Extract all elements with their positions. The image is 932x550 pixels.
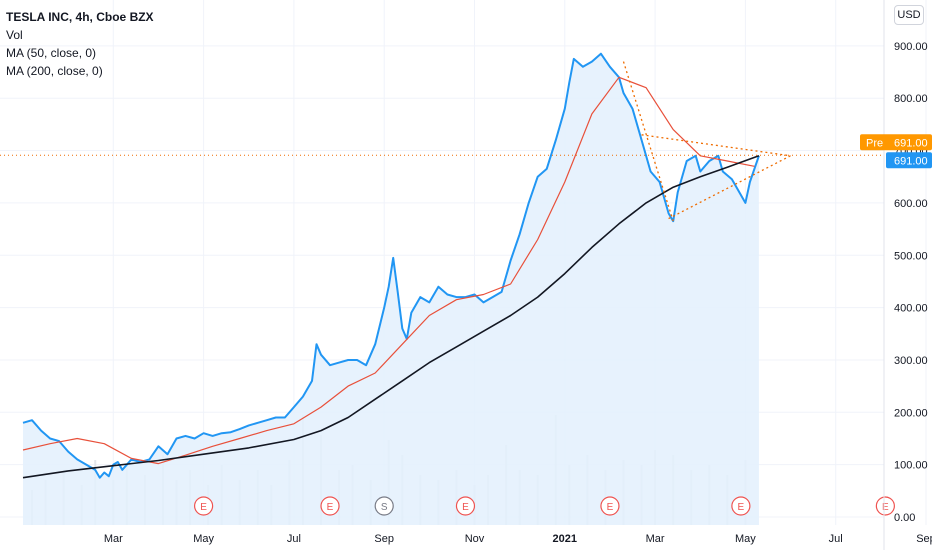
- series-ma50: [22, 76, 755, 465]
- series-ma200: [22, 155, 760, 479]
- last-price-value: 691.00: [894, 155, 928, 167]
- event-label: E: [462, 502, 469, 513]
- triangle-pattern: [0, 61, 884, 222]
- time-axis[interactable]: Mar May Jul Sep Nov 2021 Mar May Jul Sep: [104, 533, 932, 545]
- time-tick-label: Mar: [104, 533, 123, 545]
- time-tick-label: Jul: [287, 533, 301, 545]
- legend: TESLA INC, 4h, Cboe BZX Vol MA (50, clos…: [6, 8, 154, 80]
- series-price: [22, 52, 760, 479]
- event-label: S: [381, 502, 388, 513]
- price-tick-label: 900.00: [894, 41, 928, 53]
- price-tick-label: 400.00: [894, 303, 928, 315]
- event-label: E: [882, 502, 889, 513]
- event-marker-split[interactable]: S: [374, 496, 394, 516]
- symbol-title[interactable]: TESLA INC, 4h, Cboe BZX: [6, 10, 154, 24]
- event-marker-earnings[interactable]: E: [875, 496, 895, 516]
- event-circle: [320, 496, 340, 516]
- time-tick-label: Mar: [646, 533, 665, 545]
- price-tick-label: 100.00: [894, 460, 928, 472]
- event-marker-earnings[interactable]: E: [600, 496, 620, 516]
- price-area-fill: [23, 53, 759, 525]
- event-circle: [455, 496, 476, 516]
- pattern-line: [641, 134, 791, 157]
- indicator-volume[interactable]: Vol: [6, 28, 23, 42]
- event-circle: [731, 496, 751, 516]
- event-label: E: [327, 502, 334, 513]
- pre-tag-label: Pre: [866, 137, 883, 149]
- event-marker-earnings[interactable]: E: [455, 496, 476, 516]
- price-tick-label: 0.00: [894, 512, 915, 524]
- price-tick-label: 300.00: [894, 355, 928, 367]
- price-axis[interactable]: 0.00 100.00 200.00 300.00 400.00 500.00 600.00…: [883, 0, 928, 550]
- time-tick-label: Jul: [829, 533, 843, 545]
- price-area: [23, 53, 759, 525]
- price-tags: Pre 691.00 691.00: [860, 134, 932, 169]
- event-label: E: [738, 502, 745, 513]
- time-tick-label: Sep: [916, 533, 932, 545]
- time-tick-label: Sep: [374, 533, 394, 545]
- event-circle: [875, 496, 895, 516]
- time-tick-label: May: [193, 533, 214, 545]
- price-tick-label: 500.00: [894, 250, 928, 262]
- event-marker-earnings[interactable]: E: [320, 496, 340, 516]
- time-tick-label: Nov: [465, 533, 485, 545]
- indicator-ma50[interactable]: MA (50, close, 0): [6, 46, 97, 60]
- series-lines: [22, 52, 760, 479]
- pre-tag-value: 691.00: [894, 137, 928, 149]
- price-tick-label: 800.00: [894, 93, 928, 105]
- indicator-ma200[interactable]: MA (200, close, 0): [6, 64, 103, 78]
- event-label: E: [200, 502, 207, 513]
- pre-tag-bg: [860, 134, 932, 151]
- time-tick-label: 2021: [553, 533, 577, 545]
- event-circle: [194, 496, 214, 516]
- event-circle: [374, 496, 394, 516]
- event-circle: [600, 496, 620, 516]
- event-label: E: [607, 502, 614, 513]
- event-marker-earnings[interactable]: E: [194, 496, 214, 516]
- price-tick-label: 600.00: [894, 198, 928, 210]
- event-marker-earnings[interactable]: E: [731, 496, 751, 516]
- time-tick-label: May: [735, 533, 756, 545]
- price-tick-label: 200.00: [894, 407, 928, 419]
- last-price-tag-bg: [886, 152, 932, 169]
- currency-button[interactable]: USD: [894, 5, 924, 25]
